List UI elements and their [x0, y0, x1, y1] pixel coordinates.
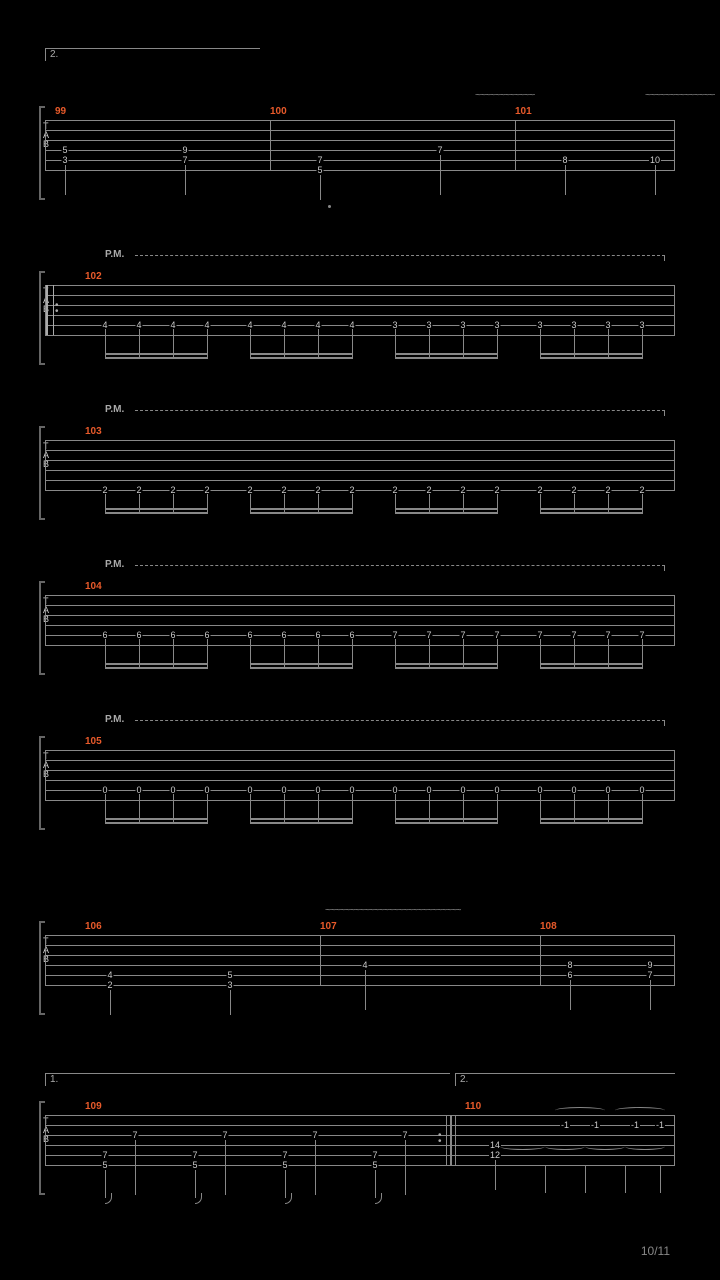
- tab-page: 2.TAB~~~~~~~~~~~~~~~~~~~~~~~~~~~~~~~~~~~…: [0, 0, 720, 1280]
- page-number: 10/11: [641, 1244, 670, 1258]
